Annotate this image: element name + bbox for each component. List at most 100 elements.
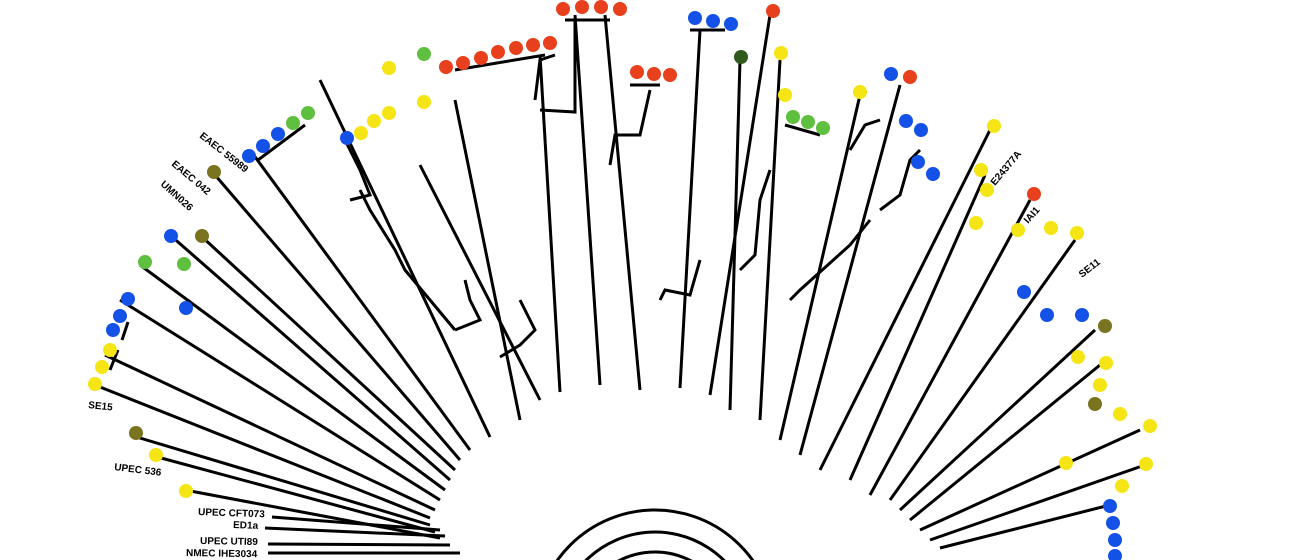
leaf-marker-green: [177, 257, 191, 271]
tree-branch: [149, 453, 436, 534]
leaf-marker-blue: [121, 292, 135, 306]
label-se15: SE15: [88, 400, 114, 414]
leaf-marker-blue: [242, 149, 256, 163]
leaf-marker-blue: [688, 11, 702, 25]
leaf-marker-red: [613, 2, 627, 16]
tree-branch: [939, 503, 1111, 550]
tree-branch: [184, 488, 441, 540]
leaf-marker-yellow: [88, 377, 102, 391]
tree-branch: [818, 129, 992, 471]
tree-branch: [784, 123, 821, 137]
label-upec-uti89: UPEC UTI89: [200, 536, 258, 548]
leaf-marker-yellow: [1044, 221, 1058, 235]
tree-branch: [539, 20, 577, 114]
tree-branch: [758, 59, 782, 421]
leaf-marker-blue: [1108, 533, 1122, 547]
leaf-marker-yellow: [1071, 350, 1085, 364]
tree-branch: [94, 383, 431, 520]
leaf-marker-red: [766, 4, 780, 18]
leaf-marker-blue: [113, 309, 127, 323]
leaf-marker-blue: [884, 67, 898, 81]
leaf-marker-olive: [129, 426, 143, 440]
tree-branch: [909, 363, 1101, 522]
leaf-marker-red: [439, 60, 453, 74]
tree-branch: [879, 148, 922, 212]
leaf-marker-blue: [271, 127, 285, 141]
leaf-marker-red: [575, 0, 589, 14]
leaf-marker-red: [903, 70, 917, 84]
label-e24377a: E24377A: [989, 149, 1024, 188]
label-nmec-ihe3034: NMEC IHE3034: [186, 548, 258, 560]
leaf-marker-green: [417, 47, 431, 61]
leaf-marker-yellow: [382, 106, 396, 120]
tree-branch: [499, 299, 537, 359]
tree-branch: [919, 428, 1141, 532]
leaf-marker-yellow: [974, 163, 988, 177]
leaf-marker-yellow: [1059, 456, 1073, 470]
tree-branches: [94, 14, 1146, 560]
leaf-marker-green: [786, 110, 800, 124]
leaf-marker-red: [556, 2, 570, 16]
tree-branch: [454, 279, 483, 332]
leaf-marker-yellow: [1070, 226, 1084, 240]
tree-branch: [798, 84, 902, 456]
tree-branch: [119, 298, 441, 502]
leaf-marker-red: [647, 67, 661, 81]
tree-branch: [264, 526, 446, 538]
leaf-marker-blue: [164, 229, 178, 243]
tree-branch: [848, 174, 987, 481]
tree-arc: [555, 508, 755, 560]
leaf-marker-red: [456, 56, 470, 70]
leaf-marker-yellow: [853, 85, 867, 99]
tree-arc: [617, 550, 693, 560]
tree-branch: [678, 29, 702, 389]
leaf-marker-blue: [926, 167, 940, 181]
leaf-marker-red: [491, 45, 505, 59]
leaf-markers: [88, 0, 1157, 560]
tree-branch: [848, 118, 881, 151]
tree-branch: [198, 233, 457, 472]
tree-branch: [169, 233, 451, 482]
leaf-marker-blue: [724, 17, 738, 31]
leaf-marker-yellow: [179, 484, 193, 498]
leaf-marker-red: [1027, 187, 1041, 201]
tree-branch: [453, 99, 522, 421]
tree-branch: [257, 123, 306, 162]
leaf-marker-blue: [340, 131, 354, 145]
leaf-marker-green: [138, 255, 152, 269]
tree-branch: [343, 139, 373, 202]
tree-branch: [788, 219, 872, 302]
tree-branch: [418, 164, 542, 401]
tree-branch: [533, 53, 556, 101]
tree-branch: [658, 259, 702, 301]
leaf-marker-yellow: [1115, 479, 1129, 493]
tree-branch: [573, 14, 602, 386]
leaf-marker-red: [594, 0, 608, 14]
leaf-marker-red: [474, 51, 488, 65]
tree-branch: [248, 149, 472, 451]
label-upec-cft073: UPEC CFT073: [198, 507, 265, 520]
leaf-marker-yellow: [1139, 457, 1153, 471]
leaf-marker-olive: [1088, 397, 1102, 411]
tree-branch: [213, 174, 462, 461]
tree-branch: [728, 59, 742, 411]
leaf-marker-yellow: [382, 61, 396, 75]
leaf-marker-blue: [706, 14, 720, 28]
leaf-marker-blue: [179, 301, 193, 315]
tree-branch: [603, 14, 642, 391]
leaf-marker-yellow: [417, 95, 431, 109]
leaf-marker-red: [663, 68, 677, 82]
leaf-marker-red: [526, 38, 540, 52]
leaf-marker-yellow: [1099, 356, 1113, 370]
tree-branch: [929, 463, 1146, 542]
leaf-marker-blue: [1106, 516, 1120, 530]
leaf-marker-green: [816, 121, 830, 135]
leaf-marker-blue: [106, 323, 120, 337]
leaf-marker-yellow: [987, 119, 1001, 133]
leaf-marker-yellow: [778, 88, 792, 102]
tree-branch: [358, 189, 457, 331]
leaf-marker-olive: [195, 229, 209, 243]
tree-arc: [584, 530, 726, 560]
tree-branch: [454, 53, 546, 72]
tree-branch: [778, 94, 862, 441]
